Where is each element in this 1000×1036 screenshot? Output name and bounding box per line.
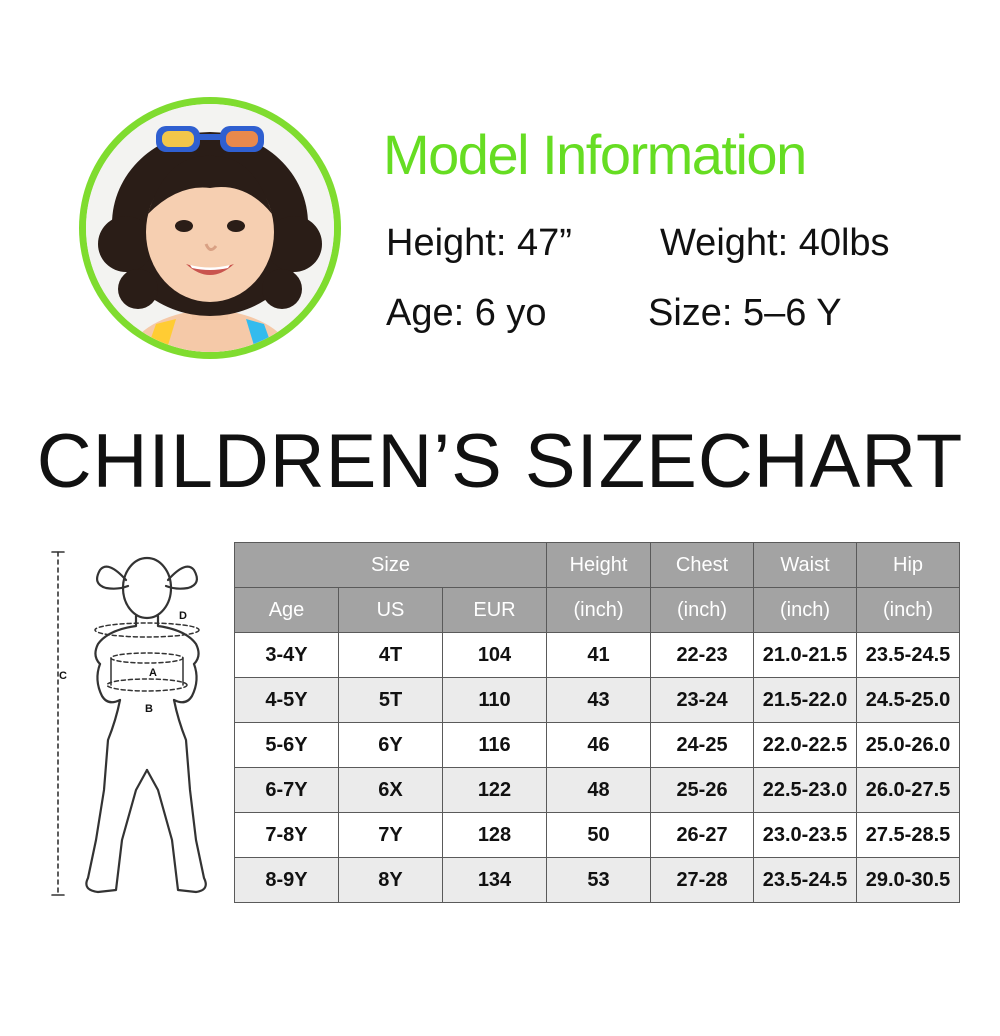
table-subheader-row: Age US EUR (inch) (inch) (inch) (inch)	[234, 587, 961, 633]
cell-hip: 24.5-25.0	[856, 677, 961, 723]
cell-eur: 128	[441, 812, 548, 858]
cell-waist: 21.0-21.5	[753, 632, 858, 678]
cell-us: 5T	[338, 677, 443, 723]
cell-chest: 24-25	[650, 722, 755, 768]
model-avatar	[79, 97, 341, 359]
cell-height: 43	[546, 677, 652, 723]
cell-eur: 116	[441, 722, 548, 768]
cell-age: 5-6Y	[234, 722, 339, 768]
cell-hip: 29.0-30.5	[856, 857, 961, 903]
cell-age: 3-4Y	[234, 632, 339, 678]
child-portrait-illustration	[86, 104, 334, 352]
header-age: Age	[234, 587, 339, 633]
header-us: US	[338, 587, 443, 633]
cell-eur: 104	[441, 632, 548, 678]
cell-eur: 110	[441, 677, 548, 723]
model-photo	[86, 104, 334, 352]
label-d: D	[179, 610, 187, 622]
cell-hip: 23.5-24.5	[856, 632, 961, 678]
measurement-figure: A B C D	[48, 540, 223, 910]
table-header-row: Size Height Chest Waist Hip	[233, 542, 961, 588]
cell-hip: 25.0-26.0	[856, 722, 961, 768]
table-row: 8-9Y 8Y 134 53 27-28 23.5-24.5 29.0-30.5	[234, 857, 961, 903]
cell-age: 4-5Y	[234, 677, 339, 723]
header-size: Size	[233, 542, 548, 588]
header-eur: EUR	[441, 587, 548, 633]
table-row: 3-4Y 4T 104 41 22-23 21.0-21.5 23.5-24.5	[234, 632, 961, 678]
cell-eur: 134	[441, 857, 548, 903]
header-waist: Waist	[753, 542, 858, 588]
header-waist-unit: (inch)	[753, 587, 858, 633]
label-a: A	[149, 667, 157, 679]
header-hip: Hip	[856, 542, 961, 588]
cell-waist: 21.5-22.0	[753, 677, 858, 723]
model-weight: Weight: 40lbs	[660, 222, 890, 264]
model-size: Size: 5–6 Y	[648, 292, 842, 334]
cell-height: 48	[546, 767, 652, 813]
table-row: 7-8Y 7Y 128 50 26-27 23.0-23.5 27.5-28.5	[234, 812, 961, 858]
cell-us: 6X	[338, 767, 443, 813]
cell-height: 53	[546, 857, 652, 903]
header-chest: Chest	[650, 542, 755, 588]
child-outline-icon	[51, 551, 207, 896]
label-b: B	[145, 703, 153, 715]
cell-waist: 23.5-24.5	[753, 857, 858, 903]
cell-age: 7-8Y	[234, 812, 339, 858]
table-row: 4-5Y 5T 110 43 23-24 21.5-22.0 24.5-25.0	[234, 677, 961, 723]
cell-height: 50	[546, 812, 652, 858]
cell-waist: 23.0-23.5	[753, 812, 858, 858]
cell-chest: 22-23	[650, 632, 755, 678]
cell-hip: 27.5-28.5	[856, 812, 961, 858]
header-height: Height	[546, 542, 652, 588]
cell-eur: 122	[441, 767, 548, 813]
model-age: Age: 6 yo	[386, 292, 547, 334]
size-chart-heading: CHILDREN’S SIZECHART	[36, 419, 964, 504]
cell-waist: 22.5-23.0	[753, 767, 858, 813]
cell-us: 8Y	[338, 857, 443, 903]
cell-hip: 26.0-27.5	[856, 767, 961, 813]
model-height: Height: 47”	[386, 222, 572, 264]
header-chest-unit: (inch)	[650, 587, 755, 633]
header-height-unit: (inch)	[546, 587, 652, 633]
size-chart-table: Size Height Chest Waist Hip Age US EUR (…	[233, 542, 961, 903]
cell-waist: 22.0-22.5	[753, 722, 858, 768]
cell-height: 46	[546, 722, 652, 768]
cell-us: 7Y	[338, 812, 443, 858]
table-row: 6-7Y 6X 122 48 25-26 22.5-23.0 26.0-27.5	[234, 767, 961, 813]
header-hip-unit: (inch)	[856, 587, 961, 633]
table-row: 5-6Y 6Y 116 46 24-25 22.0-22.5 25.0-26.0	[234, 722, 961, 768]
model-info-title: Model Information	[383, 123, 807, 186]
cell-chest: 26-27	[650, 812, 755, 858]
cell-us: 6Y	[338, 722, 443, 768]
cell-us: 4T	[338, 632, 443, 678]
cell-height: 41	[546, 632, 652, 678]
cell-age: 8-9Y	[234, 857, 339, 903]
cell-chest: 27-28	[650, 857, 755, 903]
cell-age: 6-7Y	[234, 767, 339, 813]
cell-chest: 25-26	[650, 767, 755, 813]
label-c: C	[59, 670, 67, 682]
cell-chest: 23-24	[650, 677, 755, 723]
